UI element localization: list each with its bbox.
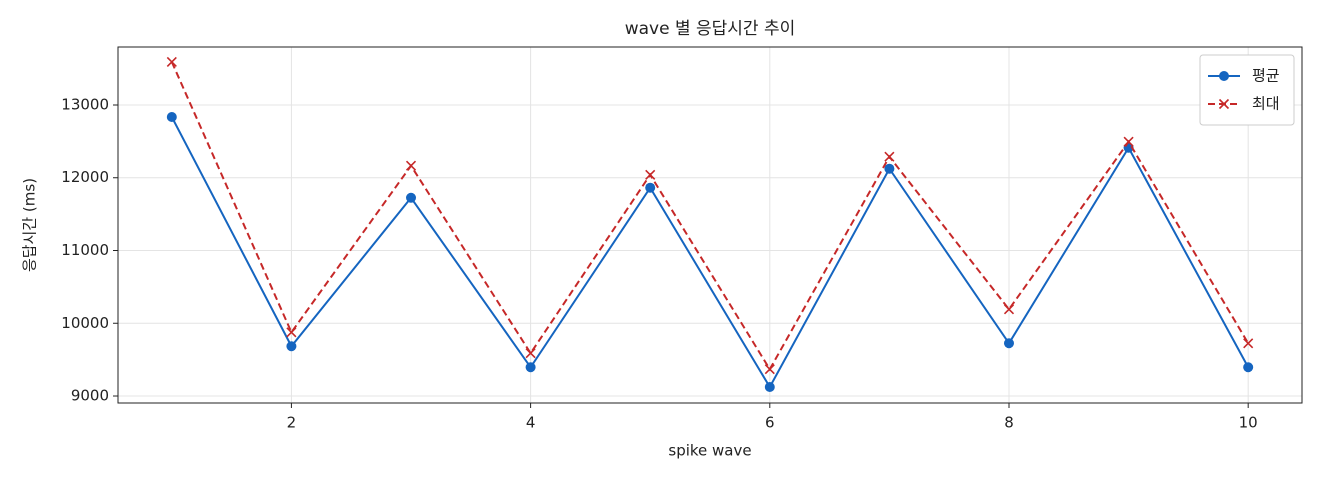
y-axis-label: 응답시간 (ms) [21,178,39,272]
y-tick-label: 9000 [71,387,109,405]
y-tick-label: 10000 [61,314,109,332]
data-point [525,348,536,359]
x-tick-label: 6 [765,414,775,432]
y-tick-label: 13000 [61,95,109,113]
data-point [764,381,775,392]
x-axis-label: spike wave [668,442,751,460]
data-point [764,364,775,375]
data-point [286,327,297,338]
chart-title: wave 별 응답시간 추이 [625,19,796,39]
legend-label: 최대 [1252,95,1280,113]
x-tick-label: 2 [287,414,297,432]
data-point [406,192,417,203]
data-point [1243,338,1254,349]
data-point [1003,338,1014,349]
data-point [166,56,177,68]
legend-label: 평균 [1252,67,1280,85]
data-point [1243,362,1254,373]
y-tick-label: 11000 [61,241,109,259]
series-line [170,61,1250,372]
x-tick-label: 4 [526,414,536,432]
series-line [170,116,1250,390]
legend-box [1199,54,1295,126]
data-point [1003,304,1015,315]
data-point [884,163,895,174]
data-point [884,151,895,162]
data-point [1123,136,1134,147]
x-tick-label: 10 [1239,414,1258,432]
y-tick-label: 12000 [61,168,109,186]
data-point [286,341,297,352]
data-point [645,169,656,180]
data-point [645,182,656,193]
legend-marker [1219,71,1229,81]
x-tick-label: 8 [1004,414,1014,432]
plot-frame [117,46,1303,404]
legend-marker [1218,98,1230,110]
data-point [405,160,417,171]
data-point [166,111,177,122]
data-point [525,362,536,373]
